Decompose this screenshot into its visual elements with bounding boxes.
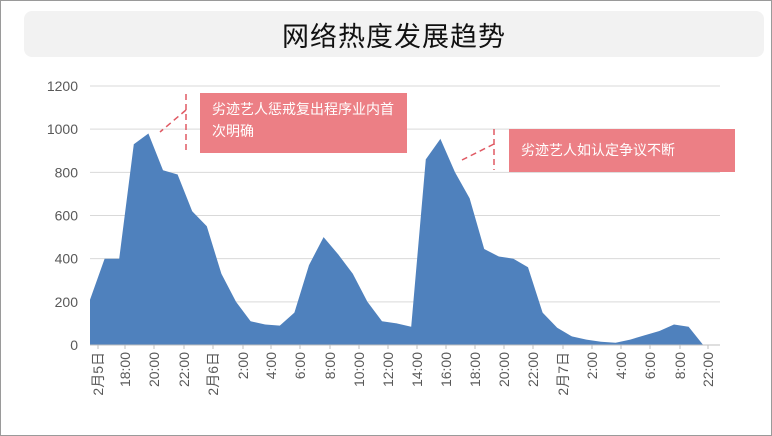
annotation-text-2: 劣迹艺人如认定争议不断 bbox=[521, 142, 675, 159]
x-tick-label: 20:00 bbox=[496, 352, 512, 387]
x-tick-label: 18:00 bbox=[117, 352, 133, 387]
y-tick-label: 200 bbox=[55, 294, 79, 310]
x-tick-label: 14:00 bbox=[409, 352, 425, 387]
y-tick-label: 1200 bbox=[47, 78, 78, 94]
x-tick-label: 2:00 bbox=[584, 352, 600, 379]
x-tick-label: 2月6日 bbox=[205, 352, 221, 396]
x-tick-label: 8:00 bbox=[672, 352, 688, 379]
x-tick-label: 18:00 bbox=[467, 352, 483, 387]
y-tick-label: 1000 bbox=[47, 121, 78, 137]
x-tick-label: 22:00 bbox=[176, 352, 192, 387]
x-tick-label: 6:00 bbox=[292, 352, 308, 379]
x-tick-label: 20:00 bbox=[146, 352, 162, 387]
x-tick-label: 22:00 bbox=[700, 352, 716, 387]
title-bar: 网络热度发展趋势 bbox=[24, 11, 764, 57]
chart-title: 网络热度发展趋势 bbox=[282, 21, 506, 53]
callout-leader-2 bbox=[461, 143, 495, 161]
x-tick-label: 10:00 bbox=[351, 352, 367, 387]
annotation-text-1: 劣迹艺人惩戒复出程序业内首次明确 bbox=[212, 102, 394, 140]
y-tick-label: 800 bbox=[55, 164, 79, 180]
x-tick-label: 4:00 bbox=[263, 352, 279, 379]
annotation-box-1: 劣迹艺人惩戒复出程序业内首次明确 bbox=[200, 93, 407, 153]
y-tick-label: 400 bbox=[55, 251, 79, 267]
y-tick-label: 0 bbox=[70, 337, 78, 353]
x-tick-label: 2月5日 bbox=[90, 352, 106, 396]
callout-leader-1 bbox=[159, 109, 187, 133]
x-tick-label: 2月7日 bbox=[555, 352, 571, 396]
annotation-box-2: 劣迹艺人如认定争议不断 bbox=[509, 129, 735, 172]
x-tick-label: 4:00 bbox=[613, 352, 629, 379]
x-tick-label: 8:00 bbox=[322, 352, 338, 379]
x-tick-label: 16:00 bbox=[438, 352, 454, 387]
x-tick-label: 12:00 bbox=[380, 352, 396, 387]
x-tick-label: 6:00 bbox=[642, 352, 658, 379]
y-tick-label: 600 bbox=[55, 208, 79, 224]
x-tick-label: 22:00 bbox=[525, 352, 541, 387]
x-tick-label: 2:00 bbox=[235, 352, 251, 379]
series-area bbox=[90, 133, 704, 345]
